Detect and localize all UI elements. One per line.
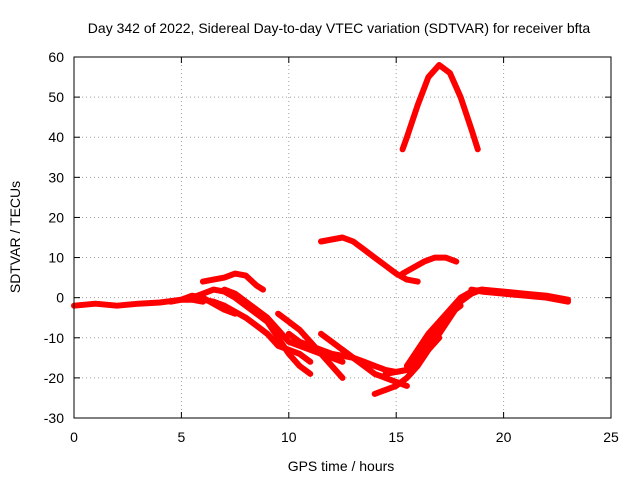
x-tick-label: 5	[178, 429, 186, 445]
series-pass-04	[189, 286, 314, 377]
y-axis-label: SDTVAR / TECUs	[7, 181, 23, 293]
series-pass-15	[318, 234, 421, 285]
plot-frame	[73, 56, 612, 419]
x-tick-label: 10	[281, 429, 297, 445]
y-tick-label: -10	[44, 330, 64, 346]
x-tick-label: 0	[70, 429, 78, 445]
series-pass-13	[403, 286, 571, 369]
y-tick-label: -20	[44, 370, 64, 386]
y-tick-label: 50	[48, 89, 64, 105]
x-tick-label: 20	[496, 429, 512, 445]
series-pass-17	[399, 62, 481, 153]
series-pass-05	[199, 296, 314, 365]
series-pass-09	[318, 330, 410, 389]
series-pass-16	[399, 254, 460, 277]
x-tick-label: 25	[603, 429, 619, 445]
y-tick-label: -30	[44, 410, 64, 426]
axis-ticks: 0 5 10 15 20 25 -30 -20 -10 0 10 20 30 40 50 60	[44, 49, 619, 445]
chart-title: Day 342 of 2022, Sidereal Day-to-day VTE…	[88, 20, 591, 36]
y-tick-label: 20	[48, 209, 64, 225]
data-series	[71, 62, 571, 397]
y-tick-label: 0	[56, 290, 64, 306]
x-tick-label: 15	[388, 429, 404, 445]
series-pass-14	[468, 286, 571, 305]
x-axis-label: GPS time / hours	[288, 458, 395, 474]
y-tick-label: 40	[48, 129, 64, 145]
series-pass-03	[199, 270, 266, 293]
y-tick-label: 60	[48, 49, 64, 65]
series-pass-07	[275, 310, 346, 381]
y-tick-label: 30	[48, 169, 64, 185]
y-tick-label: 10	[48, 250, 64, 266]
